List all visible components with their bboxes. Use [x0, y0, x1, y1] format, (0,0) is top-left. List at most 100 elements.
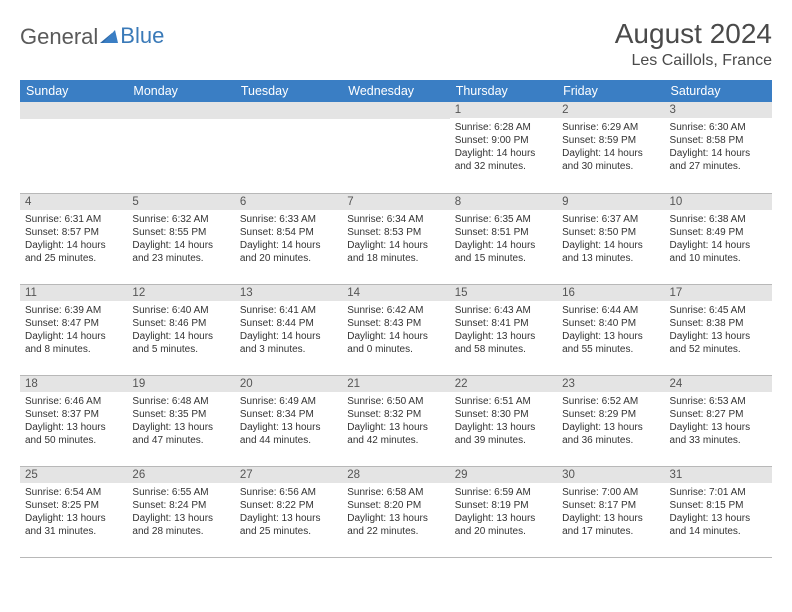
calendar-day-cell: 19Sunrise: 6:48 AMSunset: 8:35 PMDayligh… [127, 375, 234, 466]
calendar-day-cell: 22Sunrise: 6:51 AMSunset: 8:30 PMDayligh… [450, 375, 557, 466]
day-number: 25 [20, 467, 127, 483]
calendar-day-cell: 20Sunrise: 6:49 AMSunset: 8:34 PMDayligh… [235, 375, 342, 466]
day-number: 20 [235, 376, 342, 392]
day-details: Sunrise: 6:35 AMSunset: 8:51 PMDaylight:… [450, 210, 557, 265]
calendar-day-cell [127, 102, 234, 193]
day-details: Sunrise: 6:38 AMSunset: 8:49 PMDaylight:… [665, 210, 772, 265]
day-details: Sunrise: 6:37 AMSunset: 8:50 PMDaylight:… [557, 210, 664, 265]
calendar-week-row: 4Sunrise: 6:31 AMSunset: 8:57 PMDaylight… [20, 193, 772, 284]
calendar-day-cell: 6Sunrise: 6:33 AMSunset: 8:54 PMDaylight… [235, 193, 342, 284]
calendar-day-cell: 23Sunrise: 6:52 AMSunset: 8:29 PMDayligh… [557, 375, 664, 466]
day-details: Sunrise: 6:54 AMSunset: 8:25 PMDaylight:… [20, 483, 127, 538]
day-number: 5 [127, 194, 234, 210]
day-details: Sunrise: 7:00 AMSunset: 8:17 PMDaylight:… [557, 483, 664, 538]
day-number: 1 [450, 102, 557, 118]
day-number [20, 102, 127, 119]
day-details: Sunrise: 6:46 AMSunset: 8:37 PMDaylight:… [20, 392, 127, 447]
day-details: Sunrise: 6:56 AMSunset: 8:22 PMDaylight:… [235, 483, 342, 538]
calendar-day-cell: 29Sunrise: 6:59 AMSunset: 8:19 PMDayligh… [450, 466, 557, 557]
day-details: Sunrise: 6:50 AMSunset: 8:32 PMDaylight:… [342, 392, 449, 447]
calendar-week-row: 18Sunrise: 6:46 AMSunset: 8:37 PMDayligh… [20, 375, 772, 466]
calendar-day-cell: 18Sunrise: 6:46 AMSunset: 8:37 PMDayligh… [20, 375, 127, 466]
day-number: 3 [665, 102, 772, 118]
calendar-table: SundayMondayTuesdayWednesdayThursdayFrid… [20, 80, 772, 558]
calendar-week-row: 11Sunrise: 6:39 AMSunset: 8:47 PMDayligh… [20, 284, 772, 375]
calendar-body: 1Sunrise: 6:28 AMSunset: 9:00 PMDaylight… [20, 102, 772, 557]
day-details: Sunrise: 6:31 AMSunset: 8:57 PMDaylight:… [20, 210, 127, 265]
calendar-day-cell [342, 102, 449, 193]
day-details: Sunrise: 6:53 AMSunset: 8:27 PMDaylight:… [665, 392, 772, 447]
day-number: 10 [665, 194, 772, 210]
calendar-day-cell: 31Sunrise: 7:01 AMSunset: 8:15 PMDayligh… [665, 466, 772, 557]
day-details: Sunrise: 7:01 AMSunset: 8:15 PMDaylight:… [665, 483, 772, 538]
calendar-day-cell: 28Sunrise: 6:58 AMSunset: 8:20 PMDayligh… [342, 466, 449, 557]
weekday-header: Friday [557, 80, 664, 102]
calendar-day-cell: 15Sunrise: 6:43 AMSunset: 8:41 PMDayligh… [450, 284, 557, 375]
title-month: August 2024 [615, 18, 772, 50]
calendar-day-cell: 24Sunrise: 6:53 AMSunset: 8:27 PMDayligh… [665, 375, 772, 466]
day-number: 12 [127, 285, 234, 301]
calendar-day-cell [235, 102, 342, 193]
day-details: Sunrise: 6:39 AMSunset: 8:47 PMDaylight:… [20, 301, 127, 356]
day-number: 11 [20, 285, 127, 301]
calendar-day-cell: 2Sunrise: 6:29 AMSunset: 8:59 PMDaylight… [557, 102, 664, 193]
calendar-day-cell: 16Sunrise: 6:44 AMSunset: 8:40 PMDayligh… [557, 284, 664, 375]
day-number: 28 [342, 467, 449, 483]
calendar-week-row: 1Sunrise: 6:28 AMSunset: 9:00 PMDaylight… [20, 102, 772, 193]
day-number: 7 [342, 194, 449, 210]
calendar-day-cell [20, 102, 127, 193]
calendar-day-cell: 3Sunrise: 6:30 AMSunset: 8:58 PMDaylight… [665, 102, 772, 193]
day-number [235, 102, 342, 119]
calendar-day-cell: 7Sunrise: 6:34 AMSunset: 8:53 PMDaylight… [342, 193, 449, 284]
day-details [127, 119, 234, 122]
weekday-header: Tuesday [235, 80, 342, 102]
day-details: Sunrise: 6:40 AMSunset: 8:46 PMDaylight:… [127, 301, 234, 356]
weekday-header: Sunday [20, 80, 127, 102]
day-details [342, 119, 449, 122]
day-number: 13 [235, 285, 342, 301]
day-details: Sunrise: 6:52 AMSunset: 8:29 PMDaylight:… [557, 392, 664, 447]
day-details: Sunrise: 6:59 AMSunset: 8:19 PMDaylight:… [450, 483, 557, 538]
calendar-day-cell: 10Sunrise: 6:38 AMSunset: 8:49 PMDayligh… [665, 193, 772, 284]
calendar-week-row: 25Sunrise: 6:54 AMSunset: 8:25 PMDayligh… [20, 466, 772, 557]
title-block: August 2024 Les Caillols, France [615, 18, 772, 70]
day-number: 6 [235, 194, 342, 210]
day-number: 14 [342, 285, 449, 301]
calendar-day-cell: 5Sunrise: 6:32 AMSunset: 8:55 PMDaylight… [127, 193, 234, 284]
calendar-day-cell: 17Sunrise: 6:45 AMSunset: 8:38 PMDayligh… [665, 284, 772, 375]
day-number: 4 [20, 194, 127, 210]
day-number: 9 [557, 194, 664, 210]
day-details: Sunrise: 6:41 AMSunset: 8:44 PMDaylight:… [235, 301, 342, 356]
weekday-header: Saturday [665, 80, 772, 102]
day-number: 30 [557, 467, 664, 483]
day-details: Sunrise: 6:45 AMSunset: 8:38 PMDaylight:… [665, 301, 772, 356]
day-details: Sunrise: 6:49 AMSunset: 8:34 PMDaylight:… [235, 392, 342, 447]
calendar-day-cell: 11Sunrise: 6:39 AMSunset: 8:47 PMDayligh… [20, 284, 127, 375]
calendar-day-cell: 26Sunrise: 6:55 AMSunset: 8:24 PMDayligh… [127, 466, 234, 557]
day-details: Sunrise: 6:32 AMSunset: 8:55 PMDaylight:… [127, 210, 234, 265]
calendar-day-cell: 14Sunrise: 6:42 AMSunset: 8:43 PMDayligh… [342, 284, 449, 375]
calendar-day-cell: 25Sunrise: 6:54 AMSunset: 8:25 PMDayligh… [20, 466, 127, 557]
calendar-page: General Blue August 2024 Les Caillols, F… [0, 0, 792, 576]
day-details: Sunrise: 6:51 AMSunset: 8:30 PMDaylight:… [450, 392, 557, 447]
calendar-day-cell: 27Sunrise: 6:56 AMSunset: 8:22 PMDayligh… [235, 466, 342, 557]
day-details: Sunrise: 6:28 AMSunset: 9:00 PMDaylight:… [450, 118, 557, 173]
day-details: Sunrise: 6:58 AMSunset: 8:20 PMDaylight:… [342, 483, 449, 538]
day-details: Sunrise: 6:42 AMSunset: 8:43 PMDaylight:… [342, 301, 449, 356]
day-number [342, 102, 449, 119]
calendar-day-cell: 1Sunrise: 6:28 AMSunset: 9:00 PMDaylight… [450, 102, 557, 193]
day-details [20, 119, 127, 122]
day-number: 31 [665, 467, 772, 483]
day-number: 22 [450, 376, 557, 392]
day-number: 19 [127, 376, 234, 392]
calendar-day-cell: 12Sunrise: 6:40 AMSunset: 8:46 PMDayligh… [127, 284, 234, 375]
weekday-header: Wednesday [342, 80, 449, 102]
day-number: 17 [665, 285, 772, 301]
day-details [235, 119, 342, 122]
weekday-header: Monday [127, 80, 234, 102]
day-number: 16 [557, 285, 664, 301]
brand-word1: General [20, 24, 98, 50]
day-details: Sunrise: 6:29 AMSunset: 8:59 PMDaylight:… [557, 118, 664, 173]
calendar-day-cell: 9Sunrise: 6:37 AMSunset: 8:50 PMDaylight… [557, 193, 664, 284]
day-number: 26 [127, 467, 234, 483]
